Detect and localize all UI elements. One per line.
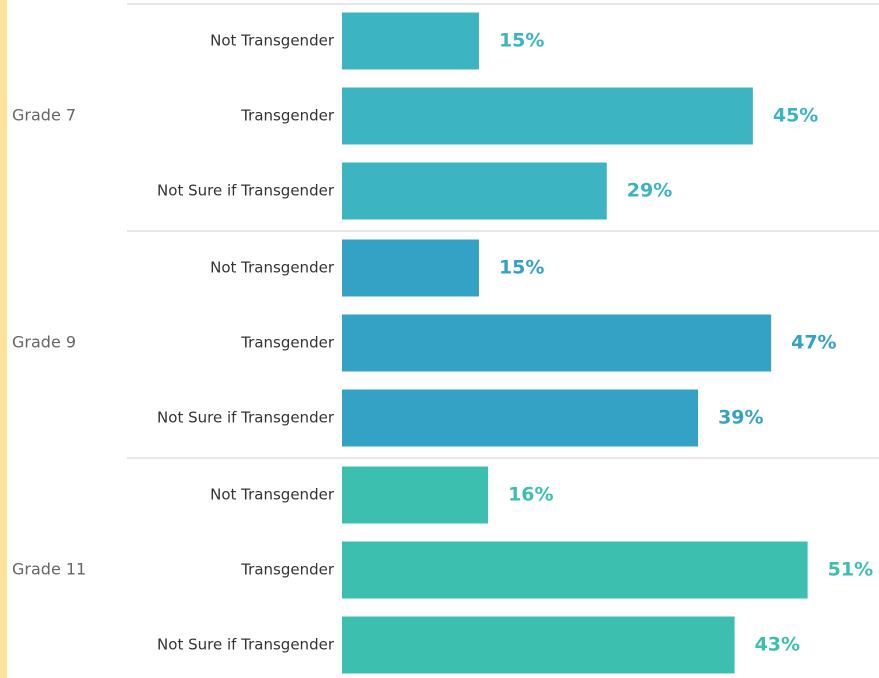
bar — [342, 616, 735, 674]
category-label: Transgender — [240, 561, 335, 579]
value-label: 15% — [499, 30, 544, 52]
value-label: 45% — [773, 105, 818, 127]
value-label: 39% — [718, 407, 763, 429]
bar — [342, 87, 753, 145]
category-label: Not Transgender — [210, 486, 335, 504]
group-label: Grade 7 — [12, 106, 76, 125]
bar — [342, 314, 772, 372]
bar — [342, 239, 479, 297]
bar — [342, 466, 489, 524]
category-label: Not Transgender — [210, 259, 335, 277]
value-label: 29% — [627, 180, 672, 202]
category-label: Transgender — [240, 107, 335, 125]
value-label: 47% — [791, 332, 836, 354]
bar — [342, 389, 699, 447]
bar — [342, 12, 479, 70]
group-label: Grade 9 — [12, 333, 76, 352]
bar — [342, 541, 808, 599]
category-label: Not Sure if Transgender — [157, 636, 335, 654]
category-label: Transgender — [240, 334, 335, 352]
value-label: 51% — [828, 559, 873, 581]
group-label: Grade 11 — [12, 560, 86, 579]
value-label: 16% — [508, 484, 553, 506]
value-label: 43% — [755, 634, 800, 656]
category-label: Not Sure if Transgender — [157, 409, 335, 427]
category-label: Not Transgender — [210, 32, 335, 50]
bar — [342, 162, 607, 220]
value-label: 15% — [499, 257, 544, 279]
category-label: Not Sure if Transgender — [157, 182, 335, 200]
side-strip — [0, 0, 7, 678]
